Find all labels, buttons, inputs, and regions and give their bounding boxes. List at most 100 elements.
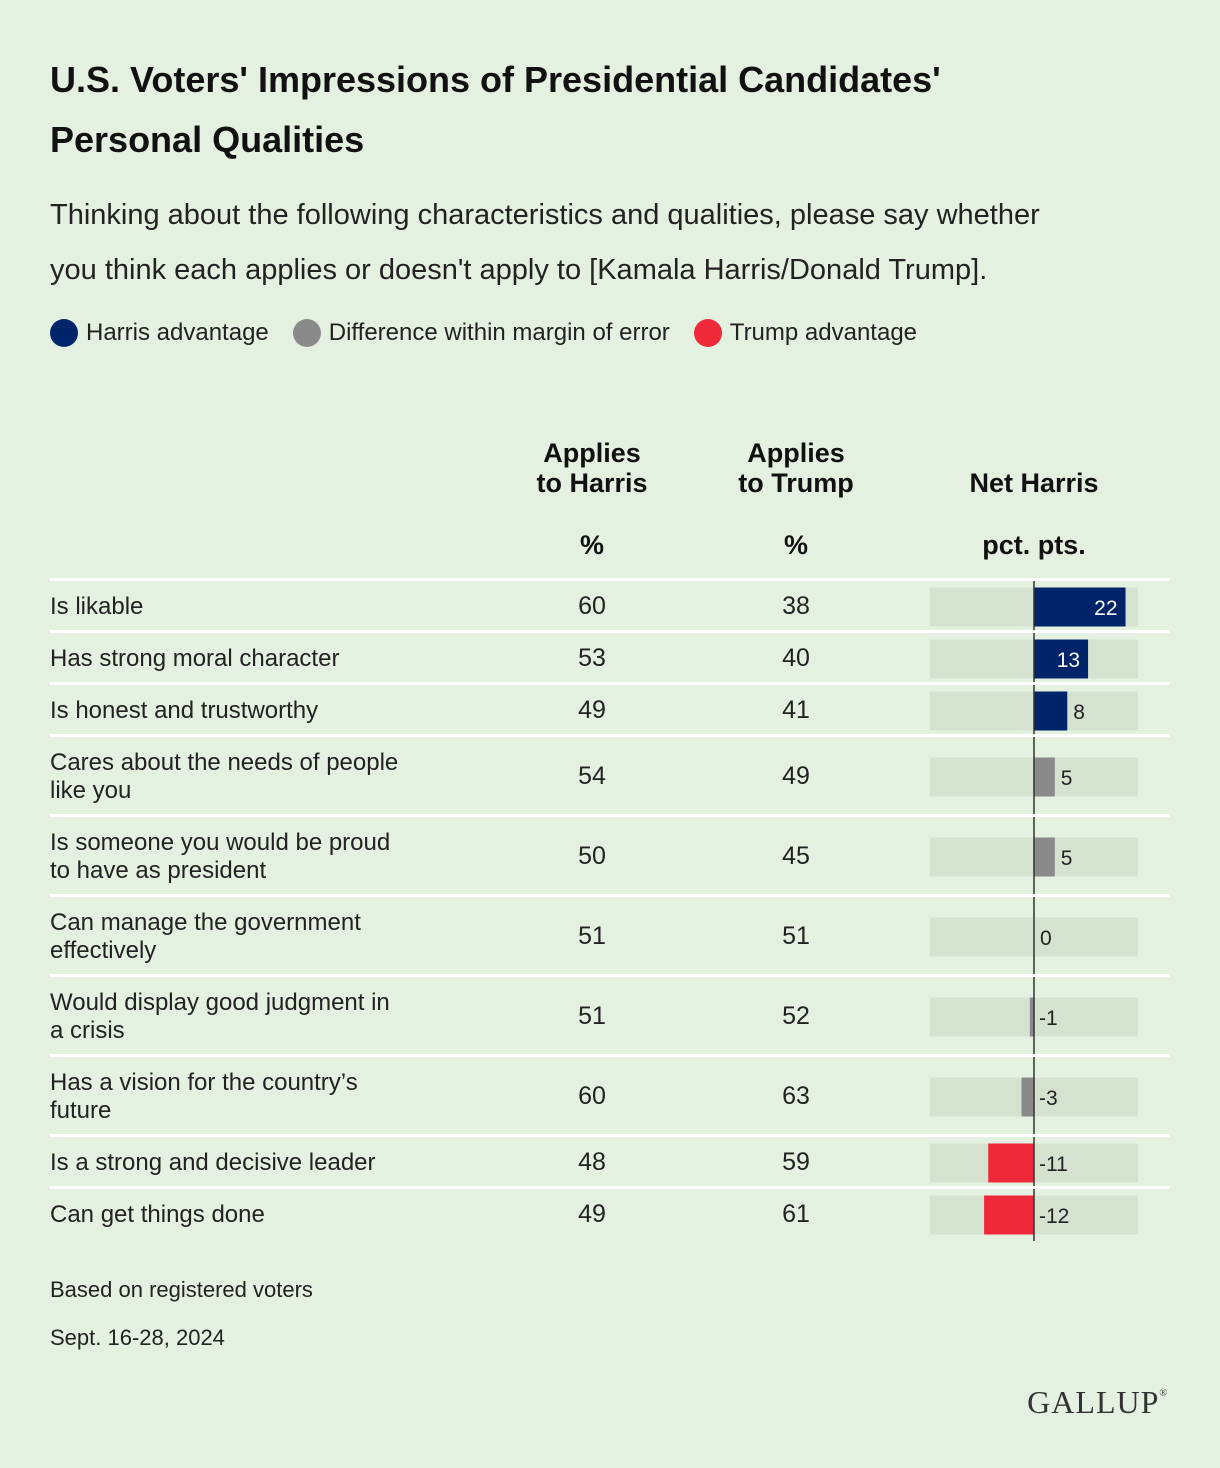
legend-label-moe: Difference within margin of error: [328, 319, 670, 346]
row-label: Would display good judgment in a crisis: [50, 989, 470, 1045]
row-label-line: Would display good judgment in: [50, 989, 390, 1016]
row-label: Has strong moral character: [50, 645, 470, 673]
data-table: Is likable 60 38 22 Has strong moral charact…: [50, 578, 1170, 1241]
net-bar: [1034, 691, 1068, 731]
column-header-net: Net Harris: [969, 468, 1099, 498]
value-applies-harris: 48: [578, 1148, 606, 1176]
row-label-line: Can get things done: [50, 1201, 265, 1228]
row-label-line: Is someone you would be proud: [50, 829, 391, 856]
legend: Harris advantage Difference within margi…: [50, 316, 941, 350]
row-label-line: Is a strong and decisive leader: [50, 1149, 376, 1176]
row-label-line: Cares about the needs of people: [50, 749, 399, 776]
net-value-label: 0: [1040, 927, 1052, 950]
row-label: Can manage the government effectively: [50, 909, 470, 965]
value-applies-trump: 52: [782, 1002, 810, 1030]
net-bar: [1034, 837, 1055, 877]
table-row: Is honest and trustworthy 49 41 8: [50, 682, 1170, 737]
net-bar: [1034, 587, 1126, 627]
row-label-line: Is likable: [50, 593, 144, 620]
column-header-harris: Applies to Harris: [512, 438, 672, 498]
net-bar-cell: 5: [930, 737, 1138, 817]
row-label: Is someone you would be proud to have as …: [50, 829, 470, 885]
net-bar: [1029, 997, 1034, 1037]
value-applies-harris: 53: [578, 644, 606, 672]
column-header-trump: Applies to Trump: [716, 438, 876, 498]
net-value-label: 13: [1057, 649, 1080, 672]
legend-dot-harris: [50, 319, 78, 347]
table-row: Has a vision for the country’s future 60 63…: [50, 1054, 1170, 1137]
net-bar-cell: -12: [930, 1189, 1138, 1241]
value-applies-harris: 49: [578, 696, 606, 724]
net-value-label: -11: [1039, 1153, 1068, 1176]
legend-item-trump: Trump advantage: [693, 319, 918, 347]
value-applies-harris: 60: [578, 1082, 606, 1110]
row-label-line: Has a vision for the country’s: [50, 1069, 358, 1096]
row-label-line: Has strong moral character: [50, 645, 340, 672]
value-applies-trump: 59: [782, 1148, 810, 1176]
row-label: Is a strong and decisive leader: [50, 1149, 470, 1177]
gallup-logo-text: GALLUP: [1027, 1384, 1160, 1420]
value-applies-trump: 61: [782, 1200, 810, 1228]
legend-item-moe: Difference within margin of error: [292, 319, 670, 347]
value-applies-harris: 60: [578, 592, 606, 620]
row-label: Is honest and trustworthy: [50, 697, 470, 725]
net-value-label: 5: [1061, 767, 1073, 790]
table-row: Is someone you would be proud to have as …: [50, 814, 1170, 897]
row-label: Has a vision for the country’s future: [50, 1069, 470, 1125]
value-applies-harris: 54: [578, 762, 606, 790]
net-value-label: -3: [1039, 1087, 1058, 1110]
net-bar-cell: 22: [930, 581, 1138, 633]
title-line-2: Personal Qualities: [50, 119, 365, 160]
net-value-label: 5: [1061, 847, 1073, 870]
row-label-line: effectively: [50, 937, 157, 964]
net-value-label: 22: [1094, 597, 1117, 620]
unit-net: pct. pts.: [982, 530, 1086, 560]
registered-mark: ®: [1159, 1388, 1168, 1399]
net-bar-cell: 0: [930, 897, 1138, 977]
chart-subtitle: Thinking about the following characteris…: [50, 188, 1180, 298]
value-applies-trump: 51: [782, 922, 810, 950]
footnote-dates: Sept. 16-28, 2024: [50, 1325, 225, 1350]
table-row: Is likable 60 38 22: [50, 578, 1170, 633]
legend-dot-trump: [693, 319, 722, 347]
net-bar-cell: -3: [930, 1057, 1138, 1137]
net-bar-cell: 13: [930, 633, 1138, 685]
value-applies-harris: 51: [578, 922, 606, 950]
table-row: Can get things done 49 61 -12: [50, 1186, 1170, 1241]
row-label: Is likable: [50, 593, 470, 621]
row-label-line: to have as president: [50, 857, 267, 884]
net-bar-cell: -11: [930, 1137, 1138, 1189]
value-applies-trump: 49: [782, 762, 810, 790]
unit-harris: %: [579, 530, 604, 560]
title-line-1: U.S. Voters' Impressions of Presidential…: [50, 59, 941, 100]
table-row: Is a strong and decisive leader 48 59 -11: [50, 1134, 1170, 1189]
subtitle-line-2: you think each applies or doesn't apply …: [50, 254, 988, 286]
row-label: Can get things done: [50, 1201, 470, 1229]
value-applies-trump: 63: [782, 1082, 810, 1110]
column-header-harris-line-1: Applies: [543, 438, 641, 468]
net-value-label: 8: [1073, 701, 1085, 724]
row-label-line: Is honest and trustworthy: [50, 697, 319, 724]
row-label-line: Can manage the government: [50, 909, 361, 936]
column-header-harris-line-2: to Harris: [536, 468, 648, 498]
value-applies-harris: 50: [578, 842, 606, 870]
value-applies-trump: 38: [782, 592, 810, 620]
legend-label-harris: Harris advantage: [86, 319, 269, 346]
net-bar-cell: -1: [930, 977, 1138, 1057]
net-bar: [984, 1195, 1034, 1235]
gallup-logo: GALLUP®: [1027, 1384, 1168, 1421]
net-bar-cell: 8: [930, 685, 1138, 737]
footnote-sample: Based on registered voters: [50, 1277, 313, 1302]
net-value-label: -1: [1039, 1007, 1058, 1030]
legend-dot-moe: [292, 319, 321, 347]
value-applies-trump: 40: [782, 644, 810, 672]
chart-title: U.S. Voters' Impressions of Presidential…: [50, 50, 1150, 170]
net-bar: [1034, 639, 1089, 679]
table-row: Has strong moral character 53 40 13: [50, 630, 1170, 685]
row-label: Cares about the needs of people like you: [50, 749, 470, 805]
net-value-label: -12: [1039, 1205, 1069, 1228]
subtitle-line-1: Thinking about the following characteris…: [50, 199, 1040, 231]
legend-label-trump: Trump advantage: [729, 319, 918, 346]
row-label-line: like you: [50, 777, 132, 804]
unit-trump: %: [783, 530, 808, 560]
